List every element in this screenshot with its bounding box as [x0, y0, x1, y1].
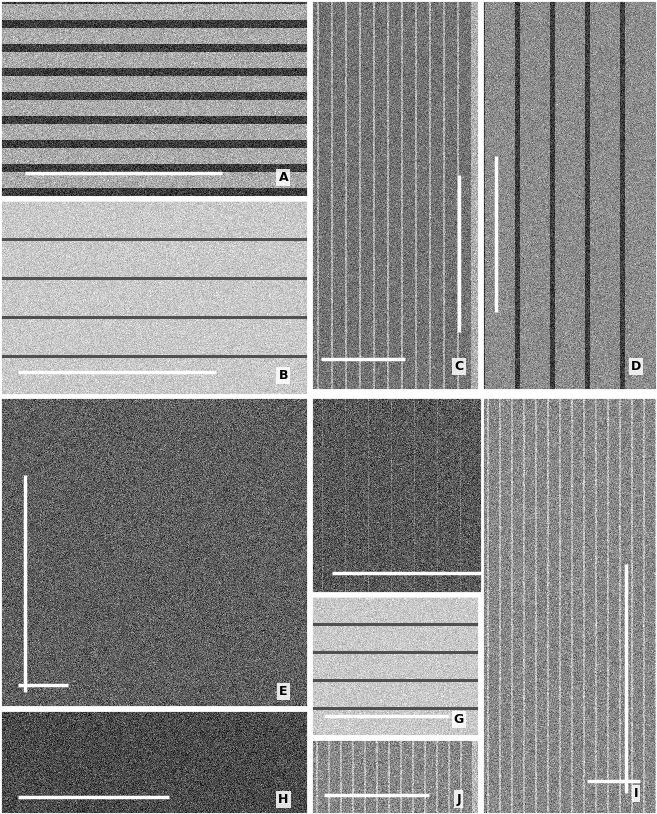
Text: F: F — [635, 571, 644, 584]
Text: G: G — [454, 713, 464, 726]
Text: J: J — [457, 793, 461, 806]
Text: H: H — [278, 793, 288, 806]
Text: B: B — [279, 369, 288, 382]
Text: I: I — [634, 786, 638, 799]
Text: D: D — [631, 360, 641, 373]
Text: A: A — [279, 171, 288, 184]
Text: C: C — [454, 360, 463, 373]
Text: E: E — [279, 685, 288, 698]
